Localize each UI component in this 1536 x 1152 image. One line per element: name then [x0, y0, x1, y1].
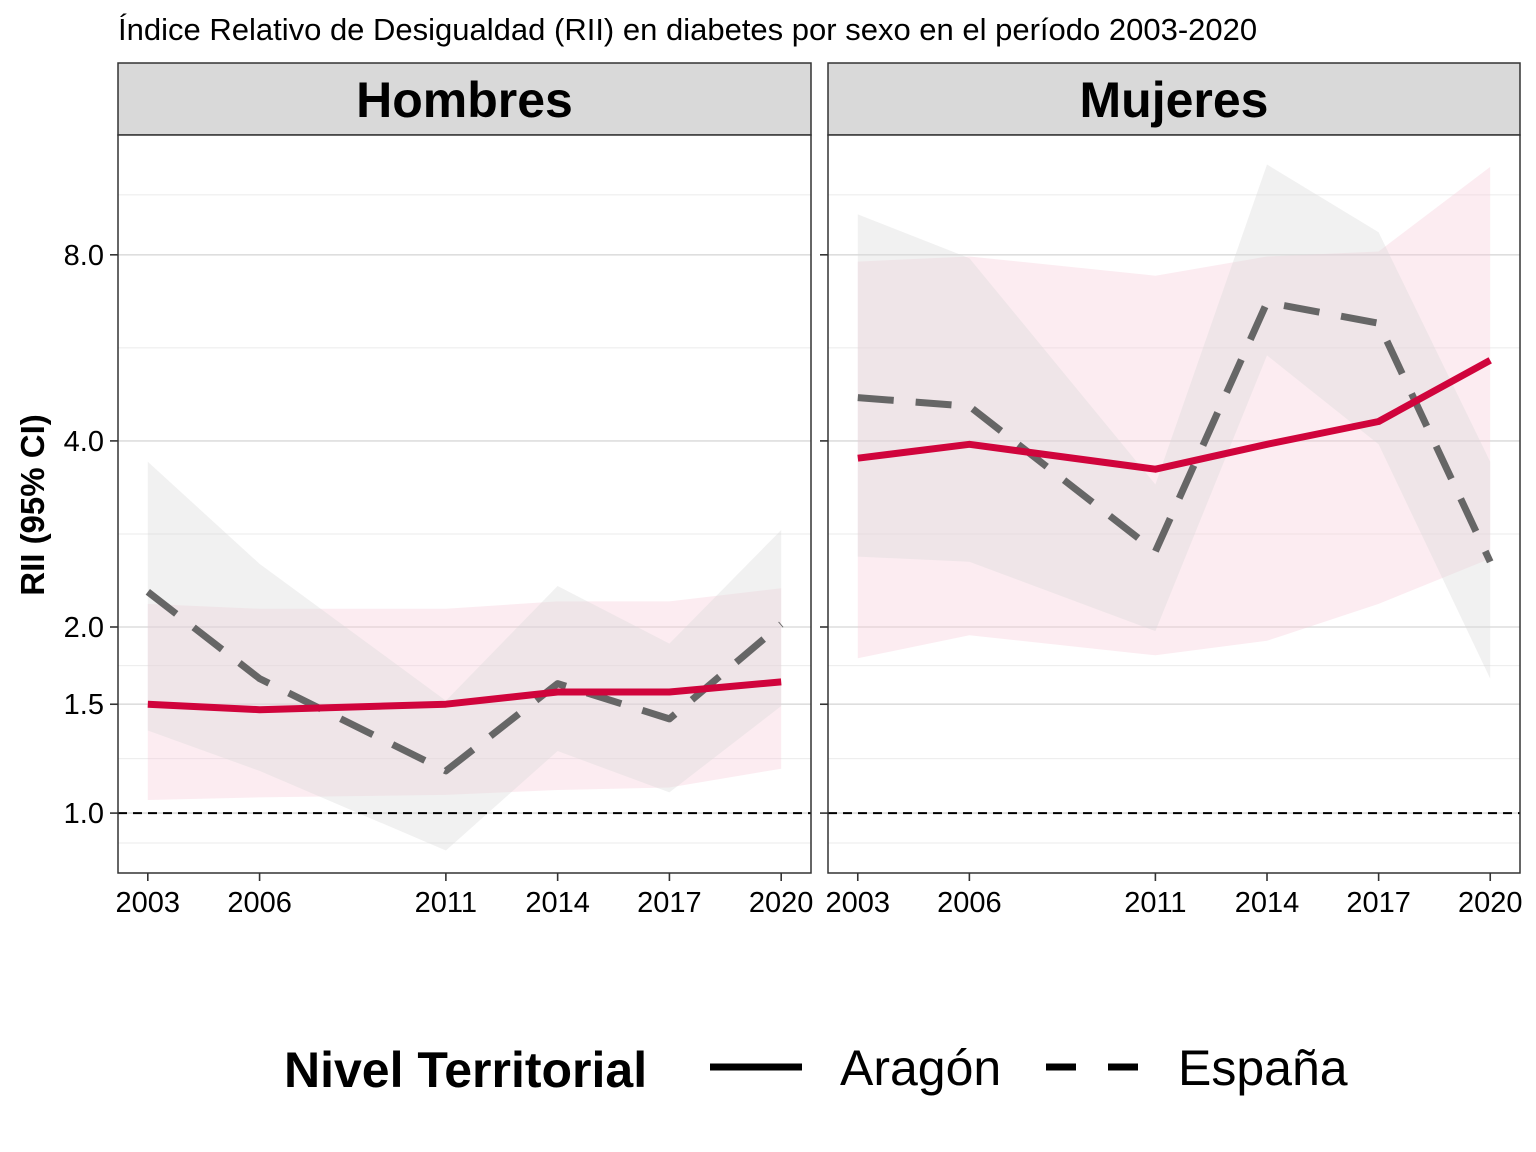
x-tick-label: 2017: [1346, 887, 1411, 919]
x-tick-label: 2017: [637, 887, 702, 919]
legend-title: Nivel Territorial: [284, 1042, 647, 1098]
y-tick-label: 8.0: [64, 240, 104, 272]
x-tick-label: 2020: [749, 887, 814, 919]
y-tick-label: 1.0: [64, 798, 104, 830]
panel-hombres: Hombres 2003 2006 2011 2014 2017 2020 1.0 1.5 2.0…: [64, 62, 814, 919]
ci-band-aragon-hombres: [147, 588, 782, 800]
panel-border-mujeres: [827, 134, 1521, 874]
legend-label-espana: España: [1178, 1040, 1348, 1096]
strip-mujeres: [827, 62, 1521, 136]
y-tick-label: 4.0: [64, 426, 104, 458]
y-tick-label: 2.0: [64, 612, 104, 644]
legend: Nivel Territorial Aragón España: [284, 1040, 1348, 1098]
y-tick-label: 1.5: [64, 689, 104, 721]
series-line-espana-hombres: [145, 589, 784, 775]
ci-band-espana-hombres: [147, 461, 782, 851]
x-tick-label: 2020: [1458, 887, 1523, 919]
series-line-aragon-hombres: [147, 678, 782, 714]
x-tick-label: 2006: [937, 887, 1002, 919]
x-tick-label: 2003: [826, 887, 891, 919]
x-tick-label: 2011: [415, 887, 477, 919]
x-tick-label: 2014: [1235, 887, 1300, 919]
panel-border-hombres: [117, 134, 812, 874]
x-tick-label: 2006: [227, 887, 292, 919]
panel-mujeres: Mujeres 2003 2006 2011 2014 2017 2020: [820, 62, 1523, 919]
series-line-espana-mujeres: [857, 298, 1494, 564]
series-line-aragon-mujeres: [857, 357, 1492, 473]
strip-hombres: [117, 62, 812, 136]
x-tick-label: 2011: [1124, 887, 1186, 919]
ci-band-espana-mujeres: [857, 164, 1491, 679]
chart-title: Índice Relativo de Desigualdad (RII) en …: [118, 12, 1257, 47]
x-tick-label: 2003: [116, 887, 181, 919]
legend-label-aragon: Aragón: [840, 1040, 1001, 1096]
plot-area-mujeres: [828, 135, 1520, 873]
x-tick-label: 2014: [525, 887, 590, 919]
plot-area-hombres: [118, 135, 811, 873]
strip-label-hombres: Hombres: [356, 72, 573, 128]
y-axis-title: RII (95% CI): [14, 414, 51, 596]
strip-label-mujeres: Mujeres: [1080, 72, 1269, 128]
panels: Hombres 2003 2006 2011 2014 2017 2020 1.0 1.5 2.0…: [64, 62, 1523, 919]
ci-band-aragon-mujeres: [857, 166, 1491, 659]
